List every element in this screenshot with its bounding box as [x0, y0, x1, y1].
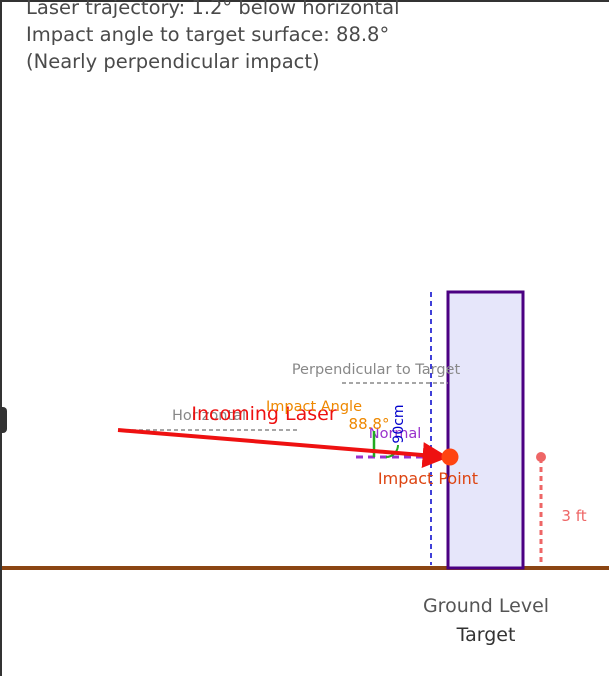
normal-label: Normal [369, 426, 421, 442]
impact-angle-label: Impact Angle [266, 399, 362, 415]
window-left-edge [0, 0, 2, 676]
impact-note-text: (Nearly perpendicular impact) [26, 50, 320, 73]
target-rect [446, 290, 525, 570]
target-label: Target [456, 624, 516, 646]
scale-label: 90cm [391, 404, 407, 443]
trajectory-text: Laser trajectory: 1.2° below horizontal [26, 0, 400, 19]
window-top-edge [0, 0, 609, 2]
info-panel: Laser trajectory: 1.2° below horizontal … [26, 0, 400, 75]
laser-beam [117, 428, 449, 469]
height-marker-dot [536, 452, 546, 462]
height-label: 3 ft [561, 507, 586, 525]
incoming-laser-label: Incoming Laser [191, 403, 336, 425]
horizontal-label: Horizontal [172, 408, 246, 424]
impact-angle-value: 88.8° [349, 415, 390, 433]
impact-point-label: Impact Point [378, 469, 478, 488]
perpendicular-label: Perpendicular to Target [292, 362, 461, 378]
ground-level-label: Ground Level [423, 595, 549, 617]
resize-handle[interactable] [0, 407, 7, 433]
impact-angle-text: Impact angle to target surface: 88.8° [26, 23, 390, 46]
impact-point-marker [441, 448, 459, 466]
